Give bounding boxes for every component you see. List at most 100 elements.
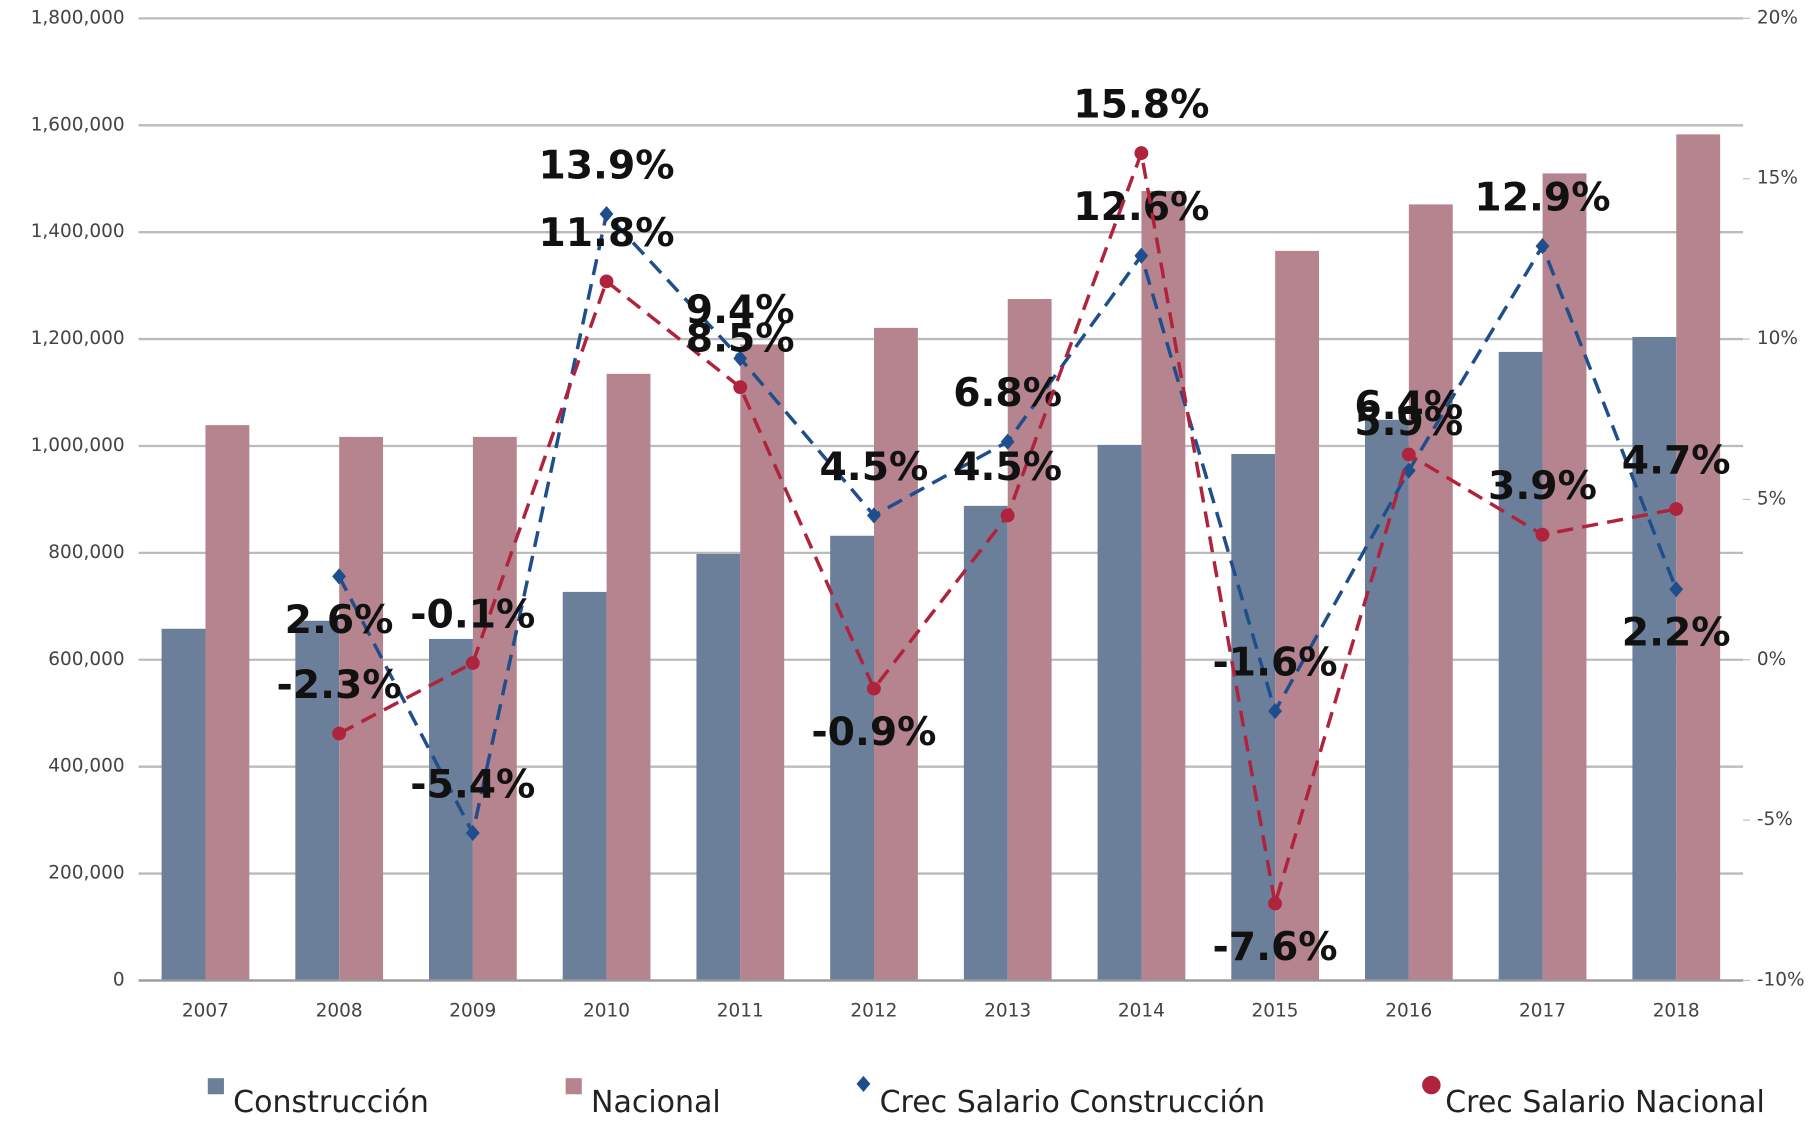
data-label: -0.9% — [811, 710, 936, 755]
bar — [429, 638, 473, 981]
bar — [1231, 453, 1276, 981]
marker — [867, 681, 881, 696]
bar — [1498, 351, 1543, 981]
bar — [1365, 419, 1409, 981]
marker — [1535, 238, 1550, 255]
legend-marker — [856, 1075, 871, 1092]
bar — [205, 425, 250, 981]
data-label: -5.4% — [410, 763, 535, 808]
data-label: 4.7% — [1622, 439, 1731, 484]
bar — [339, 436, 384, 981]
marker — [332, 726, 347, 741]
data-label: 2.2% — [1622, 611, 1731, 656]
y2-tick-label: -5% — [1757, 809, 1793, 830]
marker — [1401, 447, 1416, 462]
bar — [1275, 250, 1320, 981]
data-label: -2.3% — [277, 663, 402, 708]
y-tick-label: 1,600,000 — [31, 114, 125, 135]
bar — [562, 591, 607, 981]
legend-label: Crec Salario Construcción — [880, 1085, 1266, 1120]
data-label: 6.8% — [953, 371, 1062, 416]
y2-tick-label: 0% — [1757, 649, 1786, 670]
marker — [733, 350, 748, 367]
data-label: 12.9% — [1474, 176, 1610, 221]
data-label: 15.8% — [1073, 83, 1209, 128]
bar — [1408, 204, 1453, 981]
data-label: 3.9% — [1488, 464, 1597, 509]
data-label: 4.5% — [953, 445, 1062, 490]
data-label: 9.4% — [686, 288, 795, 333]
marker — [599, 205, 614, 223]
marker — [465, 824, 480, 841]
marker — [599, 274, 614, 289]
x-tick-label: 2014 — [1118, 1001, 1165, 1022]
marker — [1669, 502, 1684, 516]
y-tick-label: 400,000 — [48, 756, 124, 777]
bar — [295, 620, 340, 981]
bar — [830, 535, 875, 981]
bar — [1542, 173, 1587, 981]
x-tick-label: 2015 — [1252, 1001, 1299, 1022]
legend-swatch — [565, 1078, 582, 1095]
x-tick-label: 2010 — [583, 1001, 630, 1022]
y-tick-label: 200,000 — [48, 863, 124, 884]
legend-label: Nacional — [591, 1085, 721, 1120]
y2-tick-label: 10% — [1757, 328, 1798, 349]
x-tick-label: 2013 — [984, 1001, 1031, 1022]
bar — [1097, 444, 1142, 981]
data-label: 4.5% — [820, 445, 929, 490]
x-tick-label: 2012 — [850, 1001, 897, 1022]
marker — [733, 380, 748, 395]
marker — [1268, 896, 1282, 911]
bar — [606, 373, 651, 981]
y2-tick-label: 15% — [1757, 168, 1798, 189]
legend-label: Crec Salario Nacional — [1445, 1085, 1765, 1120]
y-tick-label: 1,000,000 — [31, 435, 125, 456]
marker — [1134, 146, 1149, 160]
x-tick-label: 2017 — [1519, 1001, 1566, 1022]
bar — [1141, 191, 1186, 981]
y2-tick-label: 5% — [1757, 488, 1786, 509]
legend-swatch — [207, 1078, 224, 1095]
bar — [1007, 298, 1052, 981]
y-tick-label: 1,200,000 — [31, 328, 125, 349]
x-tick-label: 2016 — [1385, 1001, 1432, 1022]
data-label: 12.6% — [1073, 185, 1209, 230]
y-tick-label: 1,800,000 — [31, 7, 125, 28]
data-label: 8.5% — [686, 317, 795, 362]
bar — [161, 628, 206, 981]
x-tick-label: 2009 — [449, 1001, 496, 1022]
bar — [696, 553, 741, 981]
y-tick-label: 600,000 — [48, 649, 124, 670]
data-label: 11.8% — [538, 211, 674, 256]
y-tick-label: 800,000 — [48, 542, 124, 563]
marker — [1268, 703, 1282, 720]
x-tick-label: 2011 — [717, 1001, 764, 1022]
marker — [1000, 508, 1015, 523]
marker — [1401, 462, 1416, 479]
bar — [963, 505, 1008, 981]
bar — [1632, 336, 1677, 981]
marker — [1134, 247, 1149, 264]
bar — [472, 436, 517, 981]
marker — [867, 507, 881, 524]
bar — [874, 327, 918, 981]
marker — [1000, 433, 1015, 450]
bar — [740, 344, 785, 981]
marker — [1535, 527, 1550, 542]
bar — [1676, 134, 1721, 981]
data-label: 5.9% — [1354, 400, 1463, 445]
y2-tick-label: -10% — [1757, 969, 1805, 990]
x-tick-label: 2018 — [1653, 1001, 1700, 1022]
data-label: -0.1% — [410, 593, 535, 638]
x-tick-label: 2008 — [316, 1001, 363, 1022]
y-tick-label: 0 — [113, 969, 125, 990]
data-label: 13.9% — [538, 144, 674, 189]
marker — [332, 568, 347, 585]
data-label: -7.6% — [1212, 925, 1337, 970]
y-tick-label: 1,400,000 — [31, 221, 125, 242]
x-tick-label: 2007 — [182, 1001, 229, 1022]
marker — [465, 656, 480, 670]
